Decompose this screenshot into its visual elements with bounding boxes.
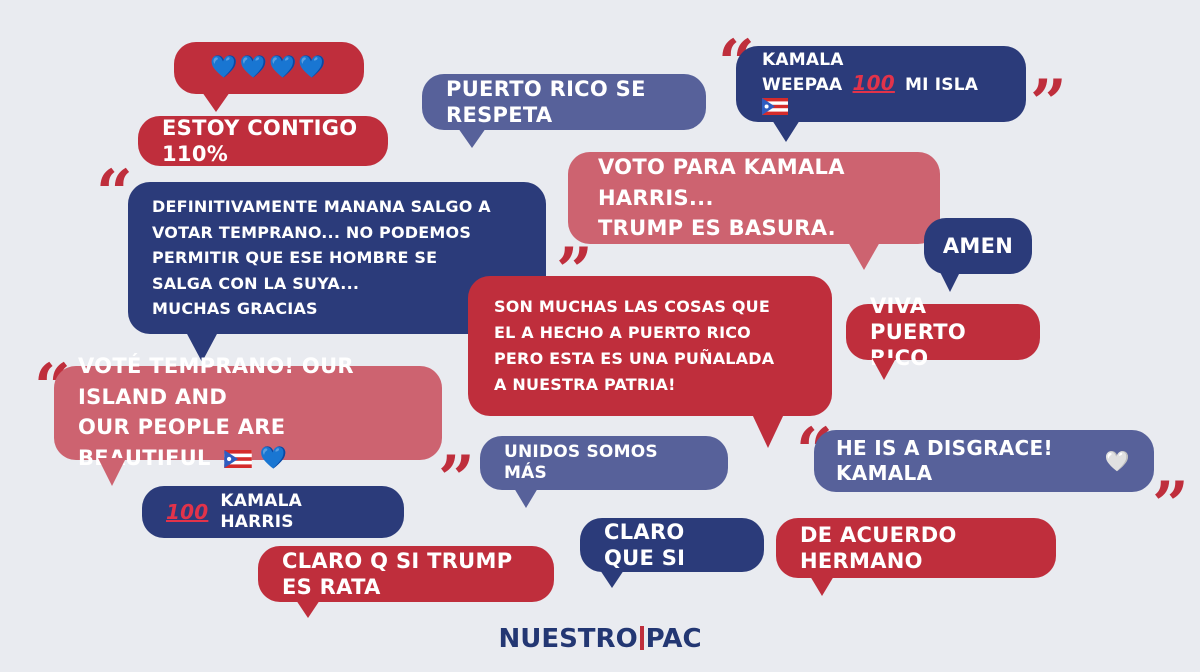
- nuestro-pac-logo: NUESTRO PAC: [0, 624, 1200, 654]
- puerto-rico-flag-icon: [224, 449, 253, 468]
- logo-divider: [639, 626, 644, 650]
- bubble-tail: [600, 570, 624, 588]
- comment-text: WEEPAA: [762, 75, 843, 96]
- bubble-tail: [514, 488, 538, 508]
- comment-bubble-disgrace: HE IS A DISGRACE! KAMALA 🤍: [814, 430, 1154, 492]
- quote-mark-open: “: [96, 156, 133, 231]
- hundred-points-icon: 100: [166, 499, 209, 524]
- comment-bubble-voto: VOTO PARA KAMALA HARRIS... TRUMP ES BASU…: [568, 152, 940, 270]
- bubble-tail: [202, 92, 230, 112]
- comment-bubble-vote-temprano: VOTÉ TEMPRANO! OUR ISLAND AND OUR PEOPLE…: [54, 354, 442, 486]
- puerto-rico-flag-icon: [762, 98, 788, 116]
- comment-bubble-amen: AMEN: [924, 218, 1032, 292]
- comment-bubble-viva: VIVA PUERTO RICO: [846, 294, 1040, 380]
- comment-bubble-claro-que: CLARO QUE SI: [580, 518, 764, 588]
- comment-bubble-unidos: UNIDOS SOMOS MÁS: [480, 436, 728, 508]
- bubble-tail: [772, 120, 800, 142]
- comment-text-line: WEEPAA 100 MI ISLA: [762, 71, 1002, 118]
- bubble-tail: [458, 128, 486, 148]
- comment-text: CLARO Q SI TRUMP ES RATA: [282, 548, 513, 599]
- comment-text-line: OUR PEOPLE ARE BEAUTIFUL 💙: [78, 412, 418, 474]
- bubble-tail: [872, 358, 896, 380]
- hundred-points-icon: 100: [852, 71, 895, 96]
- comment-bubble-hearts: 💙💙💙💙: [174, 42, 364, 112]
- bubble-tail: [98, 458, 126, 486]
- comment-text: MI ISLA: [905, 75, 979, 96]
- comment-bubble-acuerdo: DE ACUERDO HERMANO: [776, 518, 1056, 596]
- comment-bubble-muchas-cosas: SON MUCHAS LAS COSAS QUE EL A HECHO A PU…: [468, 276, 832, 448]
- comment-text: PUERTO RICO SE RESPETA: [446, 76, 646, 127]
- comment-bubble-respeta: PUERTO RICO SE RESPETA: [422, 74, 706, 148]
- quote-mark-close: ”: [1152, 468, 1189, 543]
- logo-text-right: PAC: [645, 624, 702, 654]
- comment-text: HE IS A DISGRACE! KAMALA: [836, 436, 1053, 485]
- comment-text-line: KAMALA: [762, 50, 844, 71]
- comment-text: UNIDOS SOMOS MÁS: [504, 441, 658, 483]
- comment-text: KAMALA HARRIS: [220, 490, 302, 532]
- comment-text: CLARO QUE SI: [604, 519, 686, 570]
- comment-bubble-kamala-weepaa: KAMALA WEEPAA 100 MI ISLA: [736, 46, 1026, 142]
- bubble-tail: [940, 272, 960, 292]
- comment-bubble-kamala-harris: 100 KAMALA HARRIS: [142, 486, 404, 538]
- bubble-tail: [810, 576, 834, 596]
- logo-text-left: NUESTRO: [498, 624, 638, 654]
- bubble-tail: [848, 242, 880, 270]
- blue-heart-icon: 💙: [259, 445, 290, 471]
- quote-mark-close: ”: [1030, 66, 1067, 141]
- comment-text-line: VOTÉ TEMPRANO! OUR ISLAND AND: [78, 354, 354, 409]
- comment-text: SON MUCHAS LAS COSAS QUE EL A HECHO A PU…: [494, 297, 775, 394]
- comment-text: ESTOY CONTIGO 110%: [162, 115, 358, 166]
- bubble-tail: [752, 414, 784, 448]
- white-heart-icon: 🤍: [1104, 448, 1130, 473]
- bubble-tail: [186, 332, 218, 362]
- comment-text: VOTO PARA KAMALA HARRIS... TRUMP ES BASU…: [598, 155, 845, 241]
- comment-text: DEFINITIVAMENTE MANANA SALGO A VOTAR TEM…: [152, 197, 491, 319]
- comment-bubble-contigo: ESTOY CONTIGO 110%: [138, 116, 388, 166]
- comment-text: AMEN: [942, 233, 1014, 258]
- comment-bubble-claro-q: CLARO Q SI TRUMP ES RATA: [258, 546, 554, 618]
- quote-mark-close: ”: [438, 442, 475, 517]
- comment-text: DE ACUERDO HERMANO: [800, 522, 957, 573]
- bubble-tail: [296, 600, 320, 618]
- blue-heart-icons: 💙💙💙💙: [210, 55, 328, 81]
